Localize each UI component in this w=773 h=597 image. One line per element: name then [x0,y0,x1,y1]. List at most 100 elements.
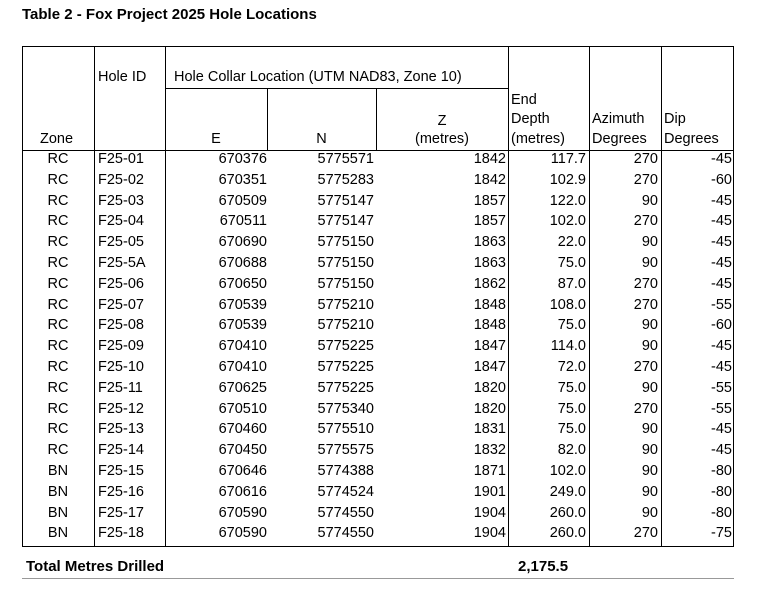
end-depth-cell: 22.0 [557,234,586,251]
easting-cell: 670646 [218,463,267,479]
end-depth-cell: 260.0 [549,525,586,542]
northing-cell: 5775150 [317,275,374,292]
elevation-cell: 1901 [473,483,506,500]
table-frame [22,46,734,547]
dip-cell: -80 [711,483,732,500]
elevation-cell: 1863 [473,234,506,251]
azimuth-cell: 90 [641,255,658,271]
northing-cell: 5775147 [317,213,374,230]
northing-cell: 5775571 [317,151,374,167]
easting-cell: 670650 [218,275,267,292]
azimuth-cell: 270 [633,525,658,542]
hole-id-cell: F25-04 [98,213,144,230]
header-underline [22,150,734,151]
header-zone: Zone [40,131,74,147]
end-depth-cell: 75.0 [557,421,586,438]
hole-id-cell: F25-14 [98,442,144,459]
end-depth-cell: 102.0 [549,463,586,479]
hole-id-cell: F25-12 [98,400,144,417]
end-depth-cell: 249.0 [549,483,586,500]
easting-cell: 670590 [218,525,267,542]
easting-cell: 670509 [218,192,267,209]
end-depth-cell: 82.0 [557,442,586,459]
northing-cell: 5775225 [317,379,374,396]
elevation-cell: 1847 [473,359,506,375]
end-depth-cell: 108.0 [549,296,586,313]
header-z: Z [437,113,447,129]
easting-cell: 670539 [218,317,267,334]
zone-cell: BN [47,525,69,542]
col-divider [267,88,268,150]
col-divider [165,46,166,547]
zone-cell: BN [47,463,69,479]
zone-cell: RC [47,192,69,209]
easting-cell: 670351 [218,171,267,188]
zone-cell: RC [47,421,69,438]
total-underline [22,578,734,579]
northing-cell: 5774524 [317,483,374,500]
easting-cell: 670410 [218,338,267,355]
azimuth-cell: 270 [633,296,658,313]
dip-cell: -55 [711,400,732,417]
azimuth-cell: 90 [641,483,658,500]
hole-id-cell: F25-10 [98,359,144,375]
azimuth-cell: 90 [641,234,658,251]
dip-cell: -80 [711,463,732,479]
zone-cell: BN [47,504,69,521]
header-e: E [211,131,221,147]
azimuth-cell: 90 [641,192,658,209]
dip-cell: -45 [711,192,732,209]
dip-cell: -60 [711,171,732,188]
hole-id-cell: F25-17 [98,504,144,521]
dip-cell: -60 [711,317,732,334]
elevation-cell: 1862 [473,275,506,292]
easting-cell: 670450 [218,442,267,459]
elevation-cell: 1848 [473,296,506,313]
dip-cell: -45 [711,359,732,375]
northing-cell: 5775210 [317,317,374,334]
azimuth-cell: 90 [641,421,658,438]
hole-id-cell: F25-15 [98,463,144,479]
col-divider [589,46,590,547]
end-depth-cell: 122.0 [549,192,586,209]
header-depth: Depth [511,111,550,127]
easting-cell: 670539 [218,296,267,313]
dip-cell: -45 [711,275,732,292]
elevation-cell: 1831 [473,421,506,438]
header-end: End [511,92,537,108]
northing-cell: 5775210 [317,296,374,313]
elevation-cell: 1847 [473,338,506,355]
hole-id-cell: F25-13 [98,421,144,438]
azimuth-cell: 270 [633,400,658,417]
col-divider [94,46,95,547]
hole-id-cell: F25-06 [98,275,144,292]
dip-cell: -45 [711,442,732,459]
elevation-cell: 1820 [473,379,506,396]
easting-cell: 670590 [218,504,267,521]
northing-cell: 5775510 [317,421,374,438]
northing-cell: 5775575 [317,442,374,459]
northing-cell: 5775283 [317,171,374,188]
end-depth-cell: 75.0 [557,255,586,271]
table-title: Table 2 - Fox Project 2025 Hole Location… [22,6,317,23]
header-depth-unit: (metres) [511,131,565,147]
end-depth-cell: 87.0 [557,275,586,292]
zone-cell: RC [47,275,69,292]
azimuth-cell: 270 [633,213,658,230]
northing-cell: 5774550 [317,504,374,521]
dip-cell: -55 [711,379,732,396]
header-n: N [316,131,327,147]
dip-cell: -75 [711,525,732,542]
group-header-underline [165,88,508,89]
zone-cell: RC [47,400,69,417]
dip-cell: -45 [711,421,732,438]
dip-cell: -45 [711,255,732,271]
azimuth-cell: 270 [633,275,658,292]
header-azimuth-unit: Degrees [592,131,647,147]
hole-id-cell: F25-02 [98,171,144,188]
northing-cell: 5774550 [317,525,374,542]
elevation-cell: 1848 [473,317,506,334]
zone-cell: RC [47,171,69,188]
hole-id-cell: F25-03 [98,192,144,209]
northing-cell: 5775147 [317,192,374,209]
